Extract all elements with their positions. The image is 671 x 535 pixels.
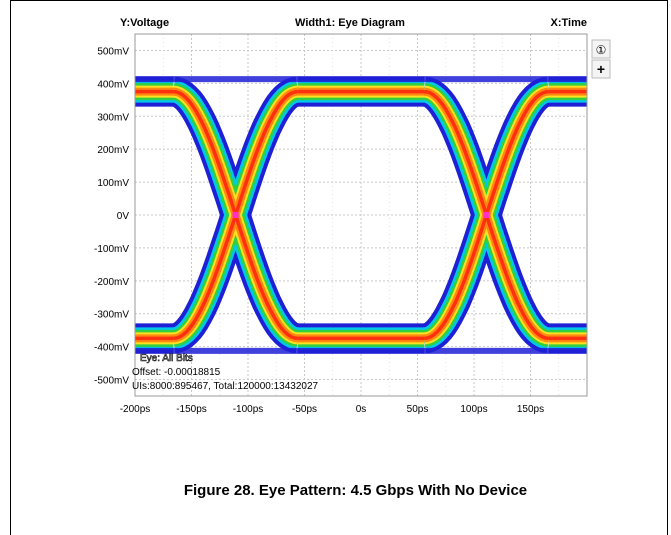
y-tick-label: -400mV	[94, 343, 129, 354]
overlay-eye-label: Eye: All Bits	[140, 353, 193, 364]
y-axis-title: Y:Voltage	[120, 17, 169, 29]
x-tick-label: 150ps	[517, 404, 544, 415]
add-button[interactable]	[591, 59, 611, 79]
x-tick-labels: -200ps -150ps -100ps -50ps 0s 50ps 100ps 150ps	[120, 404, 544, 415]
y-tick-label: -200mV	[94, 277, 129, 288]
y-tick-label: -500mV	[94, 376, 129, 387]
plot-border	[134, 33, 588, 397]
x-tick-label: 50ps	[407, 404, 429, 415]
x-tick-label: 100ps	[460, 404, 487, 415]
x-tick-label: -50ps	[292, 404, 317, 415]
y-tick-label: 0V	[117, 211, 130, 222]
crossing-marker	[232, 212, 239, 218]
x-tick-label: 0s	[356, 404, 367, 415]
eye-diagram-chart: Y:Voltage Width1: Eye Diagram X:Time 500…	[94, 17, 611, 415]
y-tick-label: 300mV	[97, 112, 129, 123]
x-tick-label: -100ps	[233, 404, 264, 415]
overlay-text: Eye: All Bits Offset: -0.00018815 UIs:80…	[132, 353, 319, 392]
eye-traces	[135, 76, 587, 354]
plot-area	[134, 33, 588, 397]
y-tick-label: 400mV	[97, 79, 129, 90]
frame-right-border	[667, 0, 668, 535]
y-tick-label: -100mV	[94, 244, 129, 255]
crossing-marker	[483, 212, 490, 218]
chart-title: Width1: Eye Diagram	[295, 17, 405, 29]
x-tick-label: -150ps	[176, 404, 207, 415]
x-tick-label: -200ps	[120, 404, 151, 415]
info-button[interactable]	[591, 39, 611, 59]
overlay-offset: Offset: -0.00018815	[132, 367, 221, 378]
y-tick-label: -300mV	[94, 310, 129, 321]
overlay-uis: UIs:8000:895467, Total:120000:13432027	[132, 381, 319, 392]
y-tick-label: 200mV	[97, 145, 129, 156]
frame-left-border	[10, 0, 11, 535]
y-tick-label: 100mV	[97, 178, 129, 189]
frame-top-border	[10, 0, 667, 1]
info-icon[interactable]: ①	[596, 43, 607, 57]
x-axis-title: X:Time	[551, 17, 587, 29]
figure-caption: Figure 28. Eye Pattern: 4.5 Gbps With No…	[183, 482, 528, 499]
plus-icon[interactable]: +	[597, 61, 605, 77]
y-tick-labels: 500mV 400mV 300mV 200mV 100mV 0V -100mV -200mV -…	[94, 46, 129, 386]
side-toolbar: ① +	[591, 39, 611, 79]
y-tick-label: 500mV	[97, 46, 129, 57]
